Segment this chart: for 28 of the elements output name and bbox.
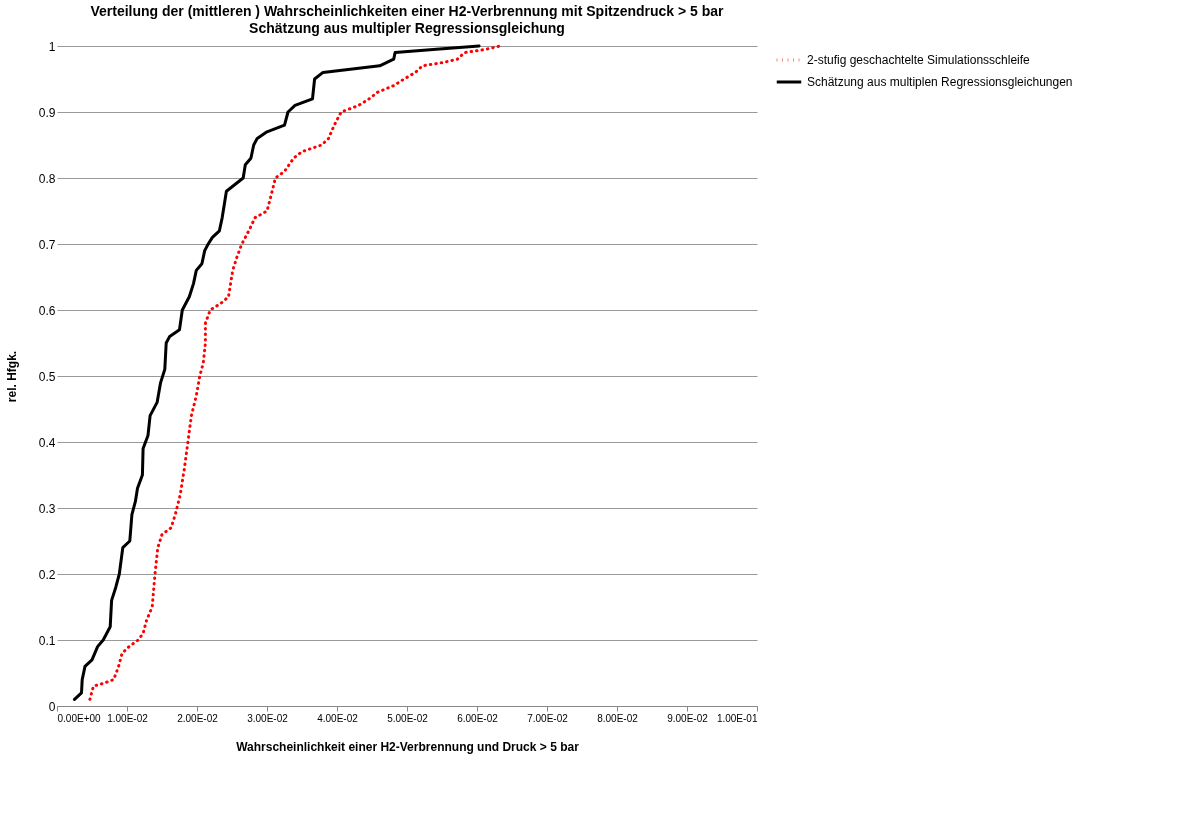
y-tick-label: 0.2 [38,567,56,582]
x-tick-label: 5.00E-02 [387,712,429,724]
y-tick-label: 1 [48,39,56,54]
x-tick-label: 2.00E-02 [177,712,219,724]
y-tick-label: 0.7 [38,237,56,252]
x-tick-label: 8.00E-02 [597,712,639,724]
y-tick-label: 0.1 [38,633,56,648]
x-tick-label: 6.00E-02 [457,712,499,724]
x-tick-label: 0.00E+00 [57,712,102,724]
x-tick-label: 3.00E-02 [247,712,289,724]
y-tick-label: 0.5 [38,369,56,384]
y-tick-label: 0.9 [38,105,56,120]
y-tick-label: 0.4 [38,435,56,450]
y-axis-title: rel. Hfgk. [4,350,19,403]
legend-label: Schätzung aus multiplen Regressionsgleichungen [807,75,1073,89]
x-axis-title: Wahrscheinlichkeit einer H2-Verbrennung und Druck > 5 bar [236,739,580,754]
x-tick-label: 7.00E-02 [527,712,569,724]
y-tick-label: 0.6 [38,303,56,318]
x-tick-label: 1.00E-01 [716,712,758,724]
y-tick-label: 0 [48,699,56,714]
x-tick-label: 4.00E-02 [317,712,359,724]
y-tick-label: 0.8 [38,171,56,186]
x-tick-label: 9.00E-02 [667,712,709,724]
y-tick-label: 0.3 [38,501,56,516]
legend-label: 2-stufig geschachtelte Simulationsschleife [807,53,1031,67]
chart-title: Verteilung der (mittleren ) Wahrscheinlichkeiten einer H2-Verbrennung mit Spitzendruck > 5 bar [90,3,725,19]
x-tick-label: 1.00E-02 [107,712,149,724]
chart-subtitle: Schätzung aus multipler Regressionsgleichung [249,20,565,36]
